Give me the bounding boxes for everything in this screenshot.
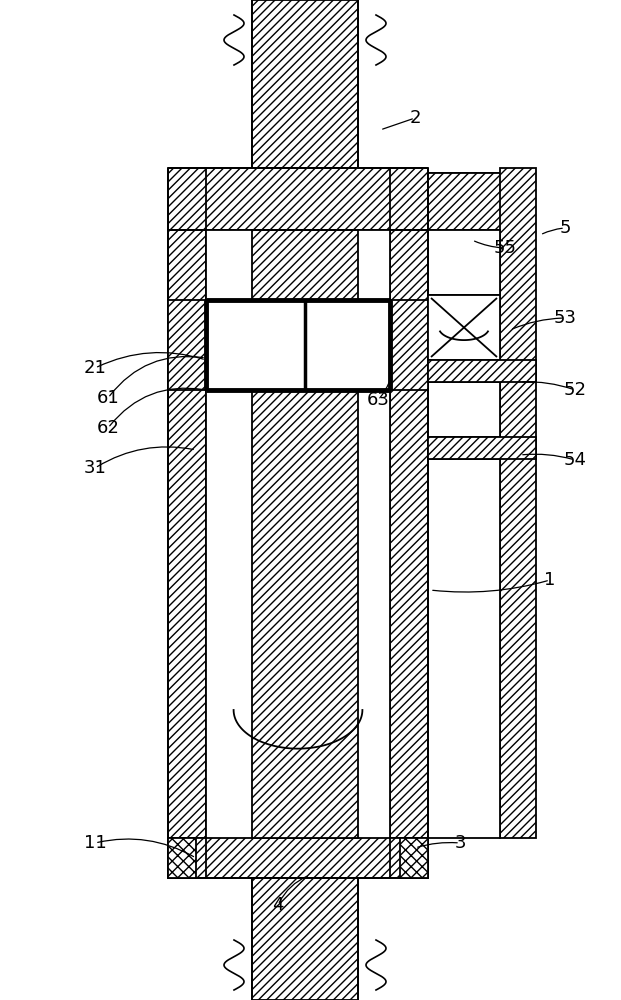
Bar	[428, 459, 500, 838]
Bar	[400, 838, 428, 878]
Bar	[252, 230, 358, 300]
Text: 52: 52	[563, 381, 586, 399]
Bar	[428, 173, 518, 230]
Bar	[428, 360, 536, 382]
Bar	[390, 230, 428, 838]
Text: 3: 3	[454, 834, 466, 852]
Text: 11: 11	[84, 834, 106, 852]
Text: 63: 63	[366, 391, 389, 409]
Bar	[428, 295, 500, 360]
Bar	[252, 390, 358, 838]
Text: 31: 31	[84, 459, 106, 477]
Bar	[168, 230, 206, 838]
Text: 5: 5	[560, 219, 571, 237]
Bar	[168, 838, 428, 878]
Text: 55: 55	[494, 239, 517, 257]
Bar	[252, 0, 358, 168]
Bar	[206, 300, 390, 390]
Text: 21: 21	[84, 359, 106, 377]
Bar	[168, 300, 206, 390]
Bar	[206, 230, 390, 838]
Bar	[390, 300, 428, 390]
Text: 53: 53	[553, 309, 576, 327]
Bar	[428, 437, 536, 459]
Bar	[168, 838, 196, 878]
Bar	[428, 230, 500, 295]
Text: 54: 54	[563, 451, 586, 469]
Text: 61: 61	[97, 389, 119, 407]
Bar	[428, 382, 500, 437]
Bar	[252, 878, 358, 1000]
Text: 62: 62	[96, 419, 119, 437]
Bar	[428, 173, 518, 230]
Bar	[168, 168, 428, 230]
Text: 4: 4	[272, 896, 284, 914]
Text: 2: 2	[409, 109, 421, 127]
Text: 1: 1	[545, 571, 556, 589]
Bar	[500, 168, 536, 838]
